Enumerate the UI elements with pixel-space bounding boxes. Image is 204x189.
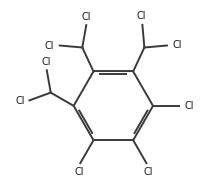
Text: Cl: Cl xyxy=(45,40,54,50)
Text: Cl: Cl xyxy=(74,167,83,177)
Text: Cl: Cl xyxy=(185,101,194,111)
Text: Cl: Cl xyxy=(41,57,51,67)
Text: Cl: Cl xyxy=(82,12,91,22)
Text: Cl: Cl xyxy=(15,96,25,106)
Text: Cl: Cl xyxy=(137,12,146,22)
Text: Cl: Cl xyxy=(172,40,182,50)
Text: Cl: Cl xyxy=(144,167,153,177)
